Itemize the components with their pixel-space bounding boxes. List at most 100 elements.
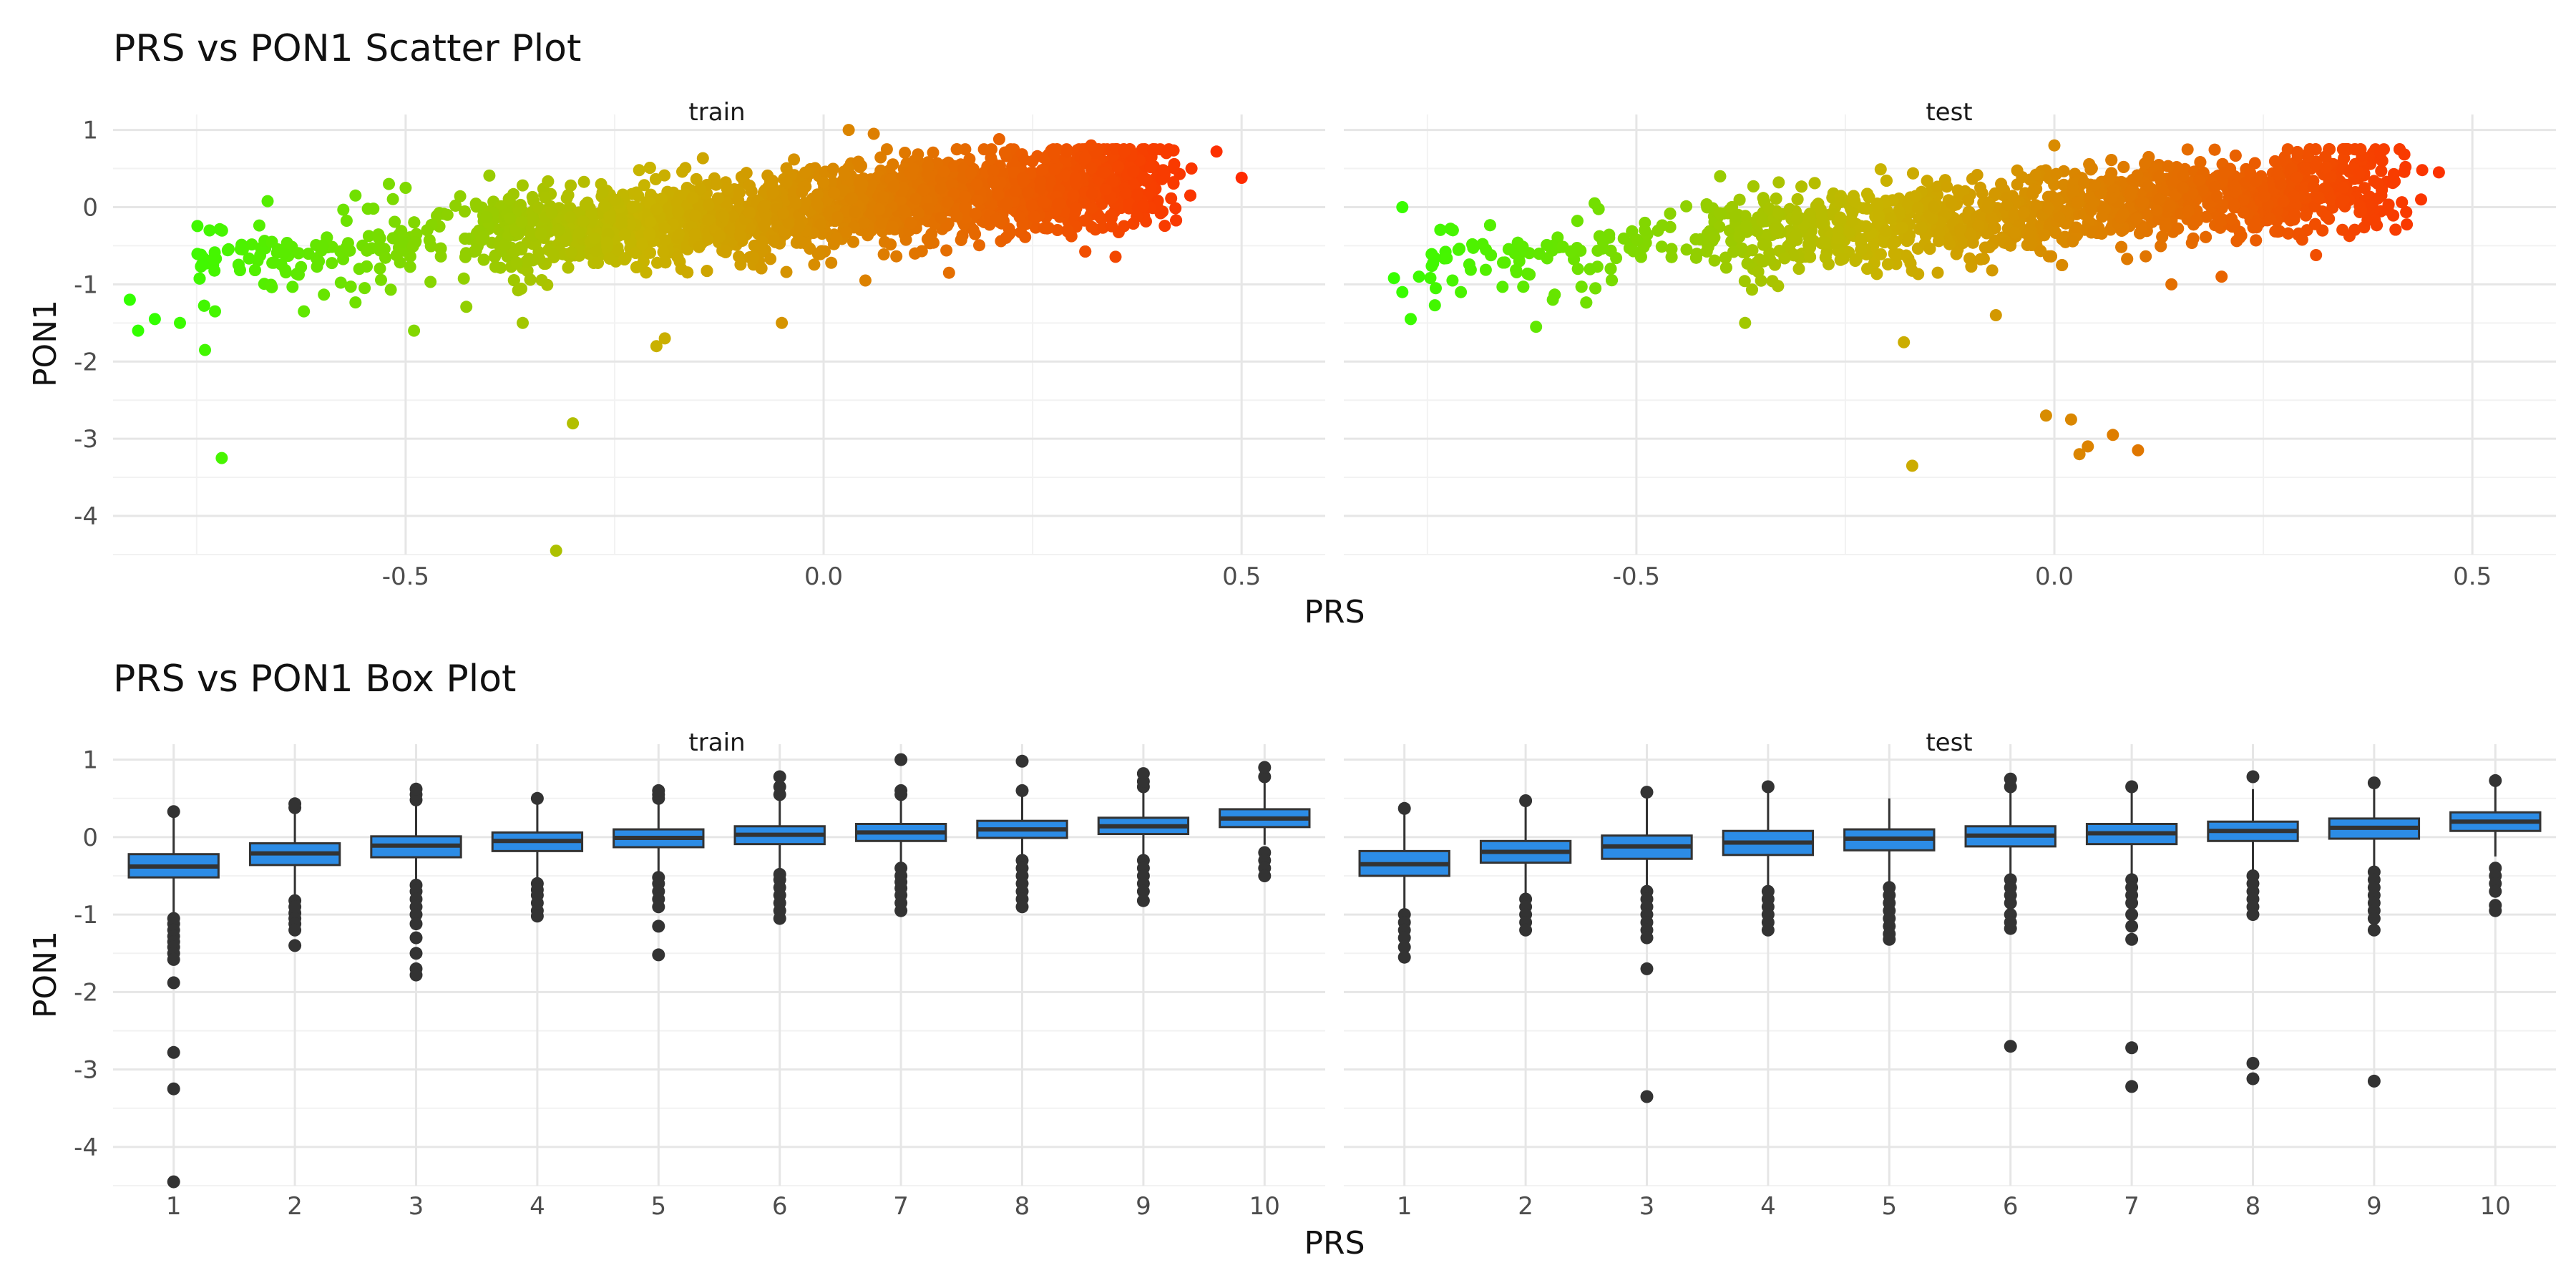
scatter-point <box>2290 171 2303 184</box>
scatter-point <box>713 230 726 243</box>
scatter-point <box>2177 169 2190 182</box>
scatter-point <box>585 207 598 220</box>
scatter-point <box>814 218 827 230</box>
scatter-point <box>340 215 353 227</box>
scatter-point <box>1019 230 1032 243</box>
box-train-xtick-label: 10 <box>1249 1192 1280 1221</box>
scatter-point <box>2153 193 2166 205</box>
scatter-point <box>831 211 844 223</box>
scatter-point <box>2140 250 2152 263</box>
box-train-boxes <box>127 753 1311 1189</box>
scatter-point <box>1907 167 1919 180</box>
scatter-point <box>1855 243 1868 256</box>
scatter-point <box>746 250 759 263</box>
scatter-point <box>948 160 960 172</box>
scatter-point <box>235 238 248 251</box>
scatter-point <box>396 235 409 248</box>
scatter-point <box>362 230 375 243</box>
scatter-train-xtick-label: 0.5 <box>1222 562 1261 591</box>
scatter-point <box>959 143 972 156</box>
scatter-point <box>2335 196 2347 209</box>
scatter-point <box>2309 218 2322 230</box>
scatter-point <box>1571 263 1584 275</box>
scatter-point <box>909 247 922 260</box>
scatter-point <box>2263 213 2276 225</box>
scatter-point <box>940 244 953 257</box>
scatter-point <box>1085 162 1098 175</box>
scatter-point <box>689 209 701 222</box>
scatter-ytick-label: -4 <box>74 502 98 531</box>
scatter-point <box>618 228 631 240</box>
scatter-point <box>1915 221 1928 234</box>
scatter-point <box>990 213 1002 226</box>
scatter-point <box>644 246 656 259</box>
scatter-point <box>1729 210 1742 223</box>
scatter-point <box>1808 177 1821 190</box>
scatter-point <box>764 175 777 188</box>
scatter-point <box>1972 219 1985 232</box>
scatter-point <box>945 179 958 191</box>
scatter-point <box>1950 248 1963 260</box>
scatter-point <box>2139 157 2152 170</box>
scatter-point <box>2371 177 2384 190</box>
scatter-point <box>2358 182 2371 195</box>
scatter-point <box>1884 212 1897 225</box>
scatter-point <box>280 266 292 279</box>
box-ytick-label: -1 <box>74 901 98 930</box>
box-test-xtick-label: 10 <box>2480 1192 2511 1221</box>
box-train-xtick-label: 5 <box>650 1192 666 1221</box>
scatter-point <box>998 146 1011 159</box>
scatter-point <box>1127 165 1140 178</box>
scatter-point <box>1022 186 1035 199</box>
scatter-point <box>2105 192 2118 205</box>
scatter-point <box>489 260 502 273</box>
scatter-point <box>344 280 357 293</box>
scatter-point <box>525 229 537 242</box>
scatter-point <box>696 152 709 165</box>
scatter-point <box>1424 272 1437 284</box>
scatter-point <box>2165 278 2178 291</box>
scatter-point <box>1156 172 1169 185</box>
scatter-point <box>1843 226 1856 239</box>
scatter-point <box>854 160 867 173</box>
scatter-point <box>1757 238 1770 251</box>
scatter-point <box>1085 139 1098 152</box>
scatter-point <box>1989 309 2002 321</box>
scatter-point <box>1147 143 1159 156</box>
scatter-point <box>743 180 756 192</box>
scatter-point <box>1896 221 1908 234</box>
scatter-point <box>1714 170 1727 182</box>
scatter-point <box>265 235 278 248</box>
scatter-point <box>1803 232 1816 245</box>
scatter-point <box>1521 268 1534 280</box>
scatter-point <box>248 264 261 276</box>
scatter-point <box>1906 459 1918 472</box>
scatter-point <box>2400 206 2413 218</box>
scatter-point <box>208 264 221 277</box>
scatter-point <box>1965 260 1978 273</box>
scatter-point <box>1882 258 1894 270</box>
scatter-point <box>1565 245 1578 258</box>
scatter-point <box>2218 167 2230 180</box>
scatter-point <box>799 166 811 179</box>
scatter-point <box>253 219 265 232</box>
scatter-point <box>887 158 899 171</box>
scatter-point <box>969 228 982 240</box>
scatter-point <box>1837 252 1850 265</box>
scatter-point <box>1160 147 1173 160</box>
scatter-point <box>1466 238 1479 250</box>
scatter-point <box>2156 230 2169 243</box>
scatter-point <box>2024 230 2036 243</box>
scatter-point <box>659 256 672 269</box>
box-ytick-label: 1 <box>82 746 98 775</box>
scatter-point <box>509 225 522 238</box>
scatter-point <box>681 266 694 279</box>
scatter-point <box>2073 448 2086 461</box>
scatter-point <box>2142 180 2155 192</box>
scatter-point <box>2117 208 2130 220</box>
scatter-point <box>1038 222 1051 235</box>
scatter-point <box>782 217 795 230</box>
scatter-point <box>922 160 935 172</box>
scatter-point <box>2320 210 2333 223</box>
scatter-point <box>1850 253 1863 265</box>
